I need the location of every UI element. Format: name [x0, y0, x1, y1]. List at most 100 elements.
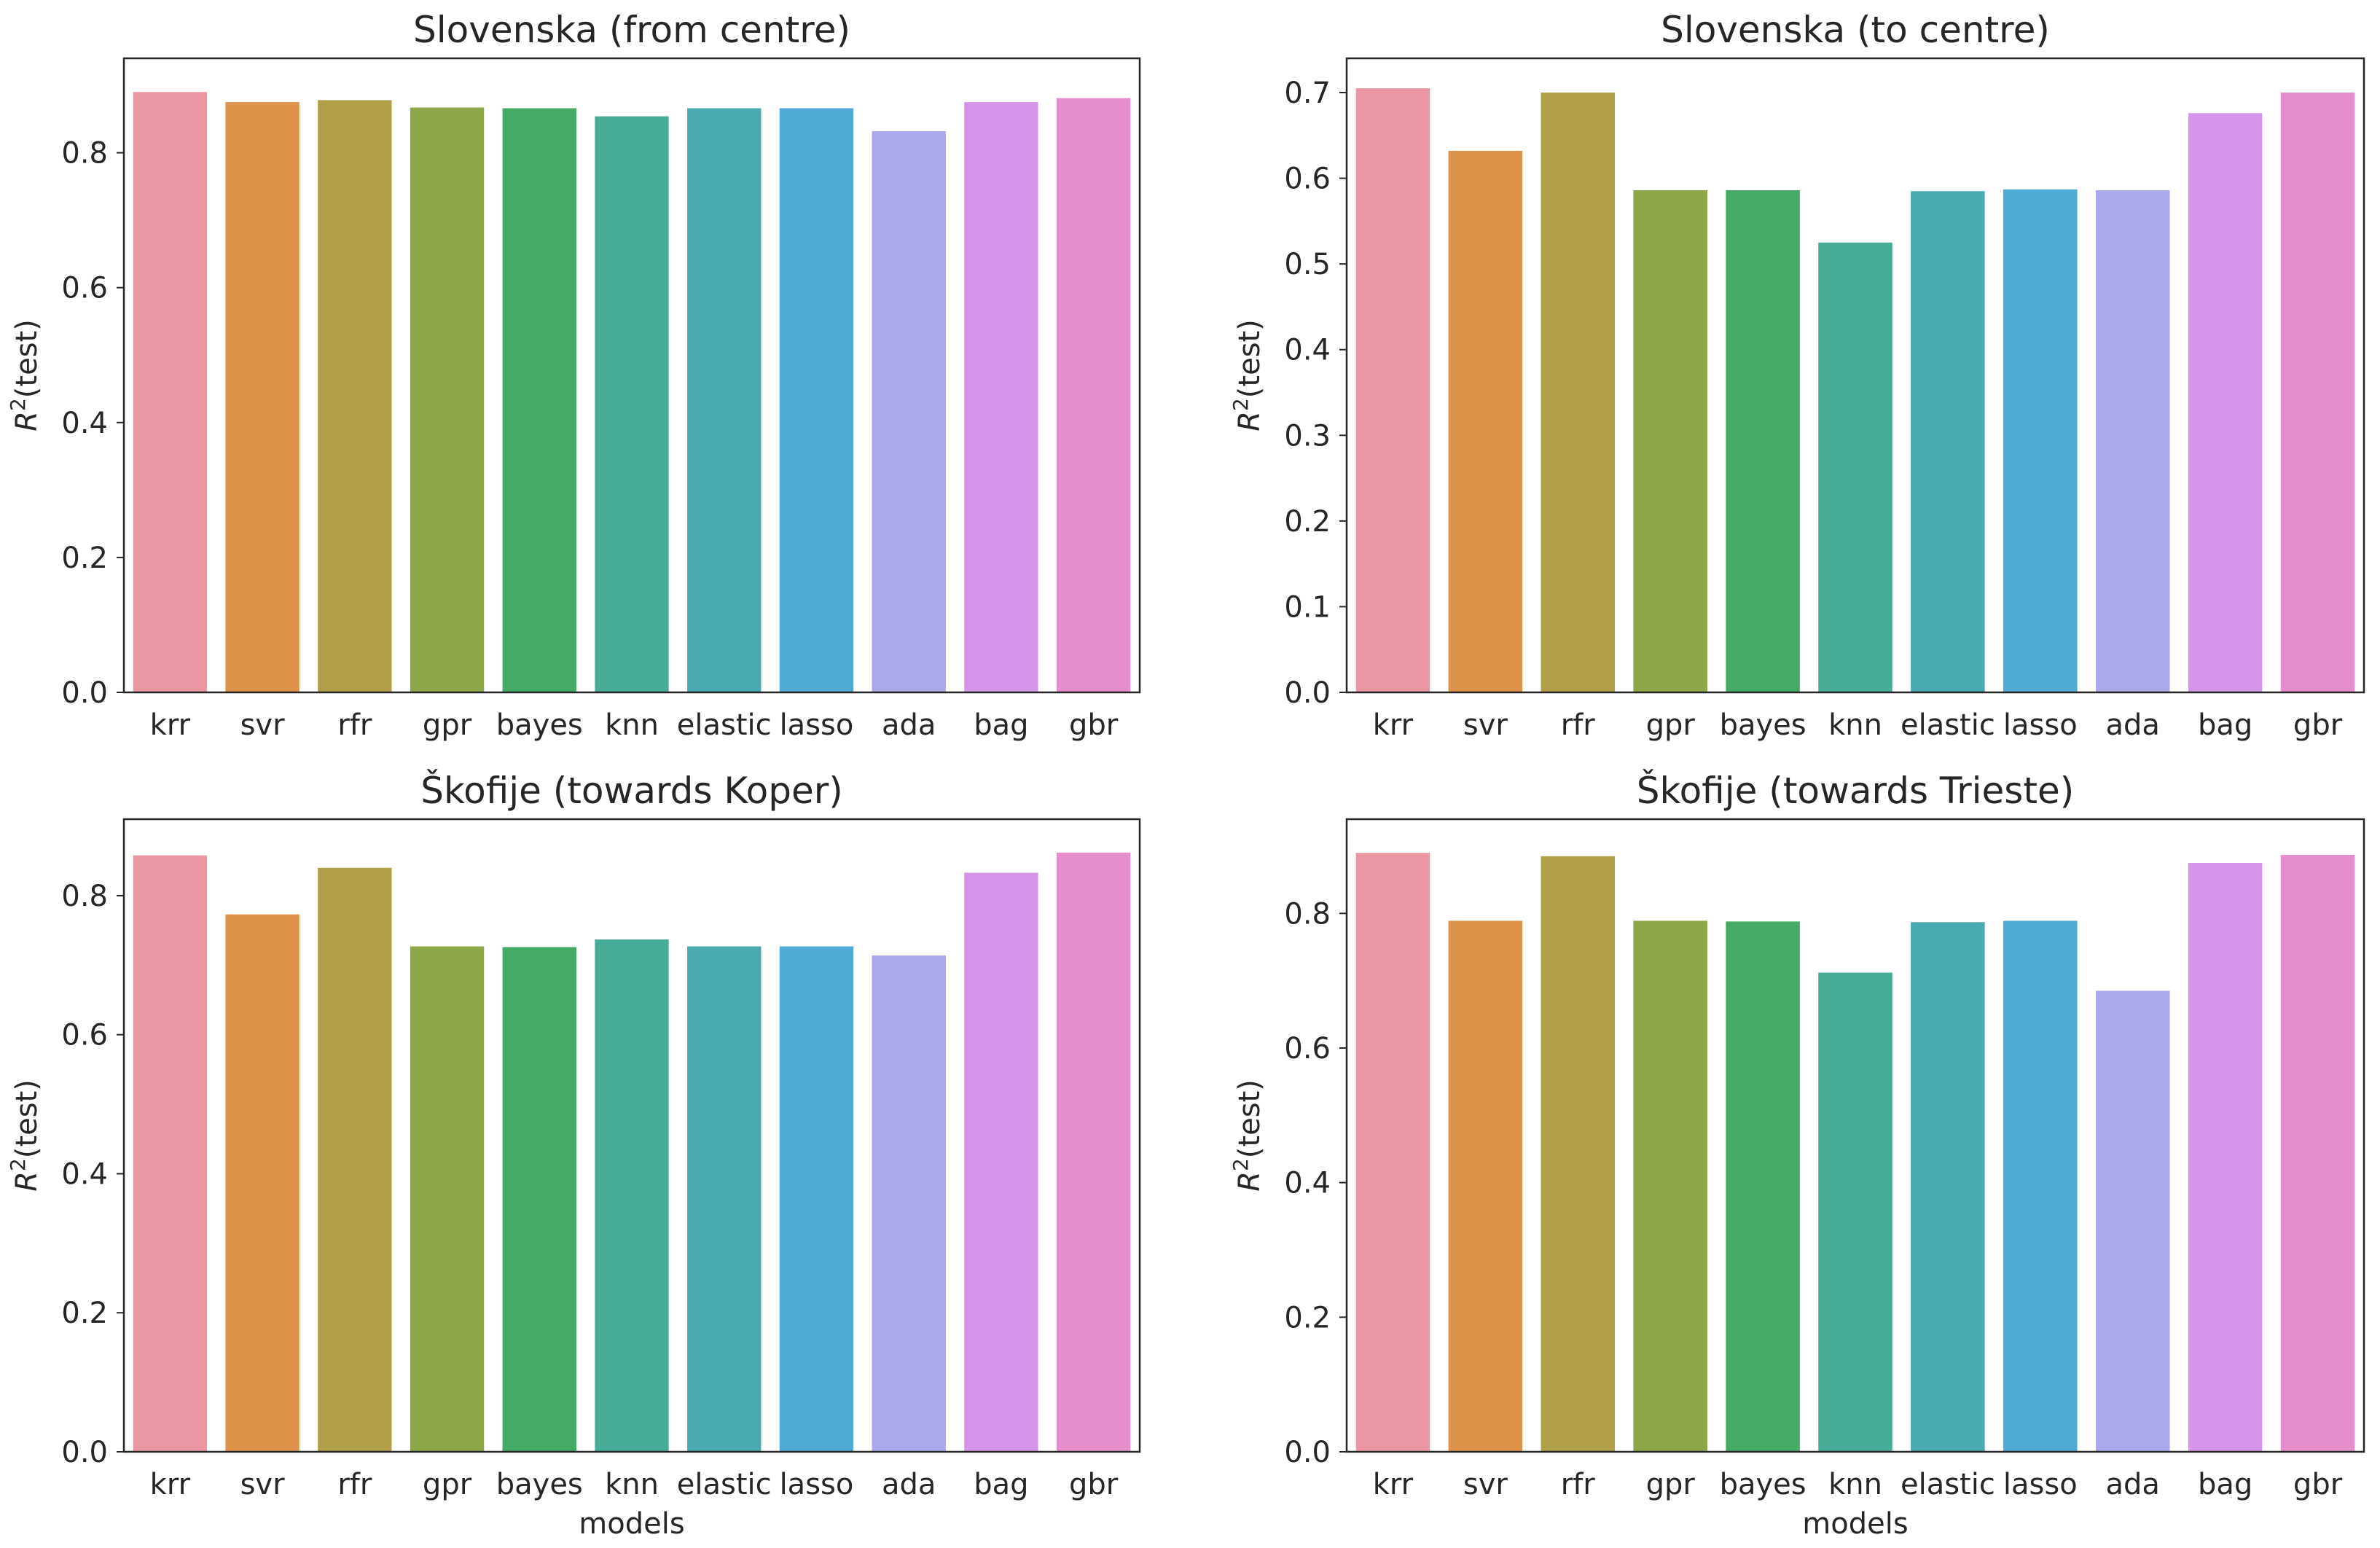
- x-tick-label: krr: [1373, 708, 1414, 742]
- x-tick-label: ada: [2106, 708, 2160, 742]
- y-tick-label: 0.2: [61, 542, 108, 575]
- y-axis-label-main: R: [10, 1171, 44, 1192]
- bar-elastic: [1911, 191, 1985, 692]
- x-tick-label: elastic: [1901, 708, 1995, 742]
- y-axis-label-sup: 2: [1229, 1158, 1253, 1171]
- x-tick-label: lasso: [780, 708, 854, 742]
- x-tick-label: ada: [882, 708, 936, 742]
- y-axis-label: R2(test): [6, 319, 44, 431]
- bar-lasso: [2003, 920, 2078, 1452]
- y-axis-label-sup: 2: [6, 398, 30, 411]
- x-tick-label: gpr: [1646, 708, 1696, 742]
- chart-panel-1: krr svr rfr gpr bayes knn elastic lasso ada bag gb…: [6, 9, 1141, 742]
- bar-rfr: [1541, 93, 1616, 692]
- bar-elastic: [687, 946, 762, 1452]
- y-tick-label: 0.2: [61, 1297, 108, 1330]
- y-tick-label: 0.2: [1284, 505, 1331, 539]
- x-tick-label: bag: [2198, 1468, 2252, 1501]
- y-tick-label: 0.4: [1284, 1167, 1331, 1200]
- bar-bayes: [502, 947, 576, 1452]
- x-tick-label: ada: [2106, 1468, 2160, 1501]
- y-tick-label: 0.0: [1284, 676, 1331, 710]
- x-axis-label: models: [1802, 1507, 1908, 1541]
- y-tick-label: 0.0: [61, 1436, 108, 1469]
- bar-krr: [1355, 853, 1430, 1452]
- y-axis-label-main: R: [1233, 1171, 1267, 1192]
- y-tick-label: 0.0: [61, 676, 108, 710]
- x-tick-label: gbr: [2293, 708, 2343, 742]
- x-tick-label: gbr: [2293, 1468, 2343, 1501]
- y-axis-label-rest: (test): [10, 1079, 44, 1158]
- y-axis-label-main: R: [10, 411, 44, 431]
- x-tick-label: gbr: [1069, 708, 1119, 742]
- chart-title: Slovenska (from centre): [413, 9, 850, 51]
- chart-title: Škofije (towards Koper): [420, 769, 843, 812]
- bar-knn: [1818, 242, 1892, 692]
- y-tick-label: 0.6: [1284, 1032, 1331, 1066]
- y-tick-label: 0.7: [1284, 77, 1331, 110]
- bar-bag: [2188, 863, 2263, 1452]
- x-tick-label: gpr: [423, 1468, 472, 1501]
- x-tick-label: svr: [240, 1468, 286, 1501]
- y-axis-label-main: R: [1233, 411, 1267, 431]
- x-tick-label: knn: [1828, 708, 1882, 742]
- bar-ada: [872, 130, 946, 692]
- bar-bag: [964, 872, 1038, 1452]
- y-tick-label: 0.1: [1284, 590, 1331, 624]
- x-tick-label: svr: [1463, 708, 1508, 742]
- bar-knn: [1818, 972, 1892, 1452]
- bar-krr: [133, 92, 208, 692]
- plot-frame: [1345, 57, 2365, 694]
- x-tick-label: rfr: [1561, 708, 1596, 742]
- bar-svr: [1448, 150, 1523, 693]
- x-tick-label: rfr: [1561, 1468, 1596, 1501]
- bar-ada: [2095, 990, 2170, 1452]
- bar-lasso: [779, 108, 854, 692]
- y-tick-label: 0.6: [1284, 163, 1331, 196]
- bar-lasso: [2003, 189, 2078, 692]
- x-tick-label: lasso: [2003, 1468, 2078, 1501]
- bar-knn: [595, 939, 669, 1452]
- bar-elastic: [1911, 922, 1985, 1452]
- x-tick-label: bag: [2198, 708, 2252, 742]
- chart-panel-4: krr svr rfr gpr bayes knn elastic lasso ada bag gb…: [1229, 769, 2365, 1541]
- x-tick-label: bag: [974, 708, 1028, 742]
- y-axis-label: R2(test): [1229, 1079, 1267, 1192]
- x-tick-label: knn: [605, 1468, 659, 1501]
- y-axis-label-rest: (test): [10, 319, 44, 398]
- x-tick-label: bayes: [1720, 708, 1806, 742]
- chart-panel-3: krr svr rfr gpr bayes knn elastic lasso ada bag gb…: [6, 769, 1141, 1541]
- x-tick-label: krr: [150, 1468, 191, 1501]
- x-tick-label: gbr: [1069, 1468, 1119, 1501]
- bar-gpr: [1633, 190, 1707, 692]
- x-tick-label: gpr: [423, 708, 472, 742]
- bar-bayes: [1726, 190, 1800, 692]
- bar-svr: [225, 102, 300, 693]
- bar-svr: [225, 914, 300, 1452]
- bar-gbr: [1056, 98, 1131, 692]
- x-tick-label: elastic: [1901, 1468, 1995, 1501]
- bar-krr: [1355, 88, 1430, 692]
- plot-frame: [122, 57, 1141, 694]
- bar-gpr: [410, 946, 485, 1452]
- y-tick-label: 0.8: [1284, 897, 1331, 931]
- bar-gpr: [410, 107, 485, 692]
- y-tick-label: 0.8: [61, 880, 108, 913]
- y-axis-label: R2(test): [6, 1079, 44, 1192]
- x-tick-label: krr: [1373, 1468, 1414, 1501]
- x-tick-label: bayes: [496, 1468, 583, 1501]
- x-tick-label: lasso: [2003, 708, 2078, 742]
- y-tick-label: 0.6: [61, 1019, 108, 1052]
- x-tick-label: knn: [1828, 1468, 1882, 1501]
- y-axis-label: R2(test): [1229, 319, 1267, 431]
- x-tick-label: bayes: [1720, 1468, 1806, 1501]
- x-tick-label: lasso: [780, 1468, 854, 1501]
- y-axis-label-rest: (test): [1233, 319, 1267, 398]
- y-tick-label: 0.2: [1284, 1301, 1331, 1334]
- bar-ada: [872, 955, 946, 1452]
- y-axis-label-rest: (test): [1233, 1079, 1267, 1158]
- bar-elastic: [687, 108, 762, 692]
- x-tick-label: knn: [605, 708, 659, 742]
- bar-rfr: [1541, 856, 1616, 1452]
- x-tick-label: gpr: [1646, 1468, 1696, 1501]
